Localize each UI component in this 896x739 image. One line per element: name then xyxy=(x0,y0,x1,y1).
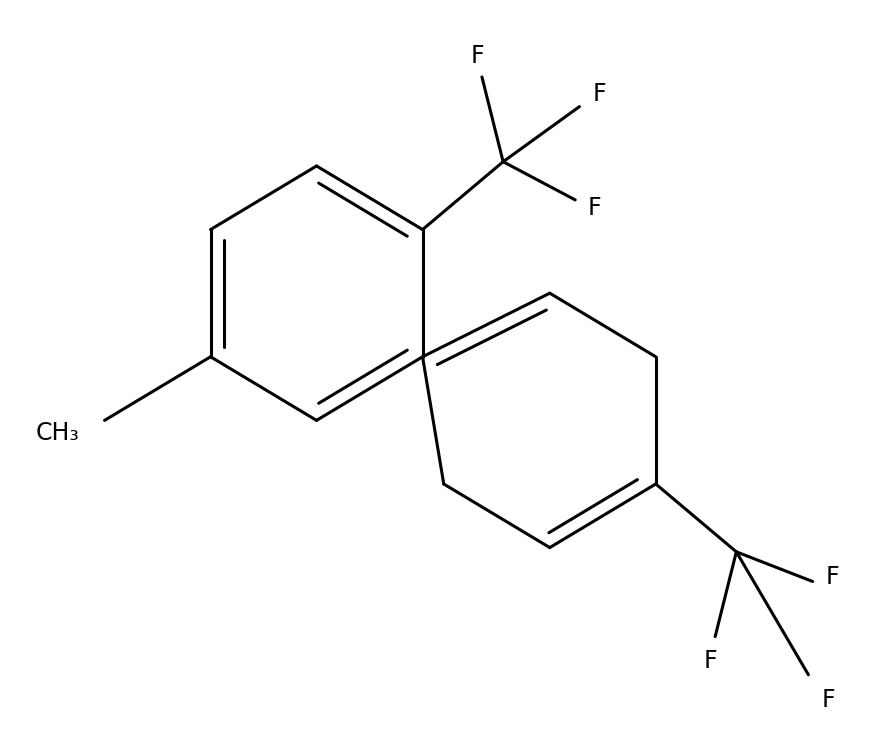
Text: F: F xyxy=(825,565,839,589)
Text: F: F xyxy=(588,197,601,220)
Text: CH₃: CH₃ xyxy=(35,421,79,445)
Text: F: F xyxy=(471,44,485,69)
Text: F: F xyxy=(704,650,718,673)
Text: F: F xyxy=(592,82,606,106)
Text: F: F xyxy=(821,687,835,712)
